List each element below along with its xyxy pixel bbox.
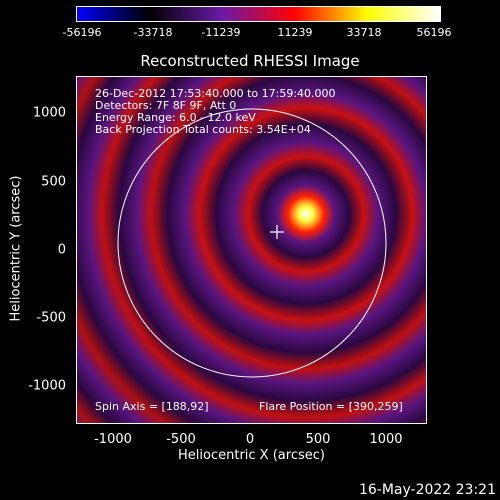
colorbar-tick: -11239: [201, 26, 241, 39]
colorbar-tick: -33718: [133, 26, 173, 39]
x-axis-label: Heliocentric X (arcsec): [178, 448, 325, 463]
solar-limb: [117, 108, 387, 378]
info-method-counts: Back Projection Total counts: 3.54E+04: [95, 123, 311, 136]
info-energy-range: Energy Range: 6.0 - 12.0 keV: [95, 111, 256, 124]
colorbar-tick: -56196: [62, 26, 102, 39]
y-tick: 1000: [32, 105, 66, 121]
x-tick: 0: [245, 432, 255, 447]
info-detectors: Detectors: 7F 8F 9F, Att 0: [95, 99, 237, 112]
colorbar-tick: 56196: [416, 26, 452, 39]
rhessi-image-canvas: [77, 77, 426, 423]
flare-position-label: Flare Position = [390,259]: [259, 400, 403, 413]
colorbar-tick: 11239: [277, 26, 313, 39]
rhessi-image: [76, 76, 427, 424]
colorbar: [76, 6, 441, 22]
y-axis-label: Heliocentric Y (arcsec): [8, 175, 24, 322]
x-tick: 1000: [369, 432, 403, 447]
x-tick: -500: [166, 432, 196, 447]
colorbar-tick: 33718: [346, 26, 382, 39]
y-tick: 0: [57, 242, 66, 258]
y-tick: -500: [36, 310, 66, 326]
x-tick: -1000: [94, 432, 132, 447]
info-time-range: 26-Dec-2012 17:53:40.000 to 17:59:40.000: [95, 87, 336, 100]
y-tick: 500: [41, 174, 66, 190]
spin-axis-label: Spin Axis = [188,92]: [95, 400, 209, 413]
timestamp: 16-May-2022 23:21: [358, 482, 496, 498]
y-tick: -1000: [28, 378, 66, 394]
intensity-map: [77, 77, 426, 423]
plot-title: Reconstructed RHESSI Image: [140, 52, 360, 70]
x-tick: 500: [305, 432, 331, 447]
